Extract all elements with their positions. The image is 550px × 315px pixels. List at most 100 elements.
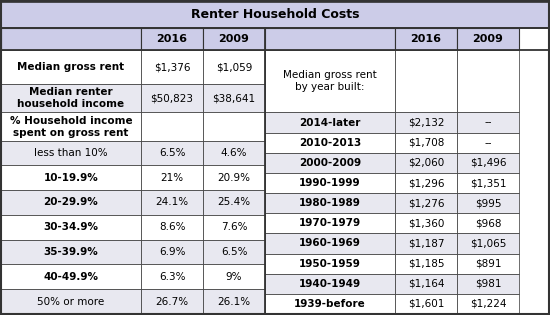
Text: 1939-before: 1939-before [294,299,366,309]
Text: 6.9%: 6.9% [159,247,185,257]
Bar [265,153,395,173]
Bar [141,140,203,165]
Text: $1,601: $1,601 [408,299,444,309]
Text: 2010-2013: 2010-2013 [299,138,361,148]
Text: $38,641: $38,641 [212,94,256,104]
Text: 21%: 21% [161,173,184,183]
Bar [1,50,141,84]
Bar [203,28,265,50]
Text: 1960-1969: 1960-1969 [299,238,361,249]
Bar [265,133,395,153]
Bar [203,215,265,240]
Text: $1,360: $1,360 [408,218,444,228]
Text: 30-34.9%: 30-34.9% [43,222,98,232]
Text: $50,823: $50,823 [151,94,194,104]
Text: 10-19.9%: 10-19.9% [43,173,98,183]
Text: Median renter
household income: Median renter household income [18,88,124,110]
Text: $1,185: $1,185 [408,259,444,269]
Bar [1,84,141,112]
Bar [395,294,457,314]
Text: 8.6%: 8.6% [159,222,185,232]
Text: 2000-2009: 2000-2009 [299,158,361,168]
Text: $891: $891 [475,259,501,269]
Bar [203,289,265,314]
Text: $2,132: $2,132 [408,117,444,128]
Text: $1,376: $1,376 [154,62,190,72]
Text: 20.9%: 20.9% [217,173,250,183]
Bar [141,264,203,289]
Text: --: -- [484,138,492,148]
Bar [457,254,519,274]
Text: $1,276: $1,276 [408,198,444,208]
Text: $1,065: $1,065 [470,238,506,249]
Bar [395,112,457,133]
Text: 6.5%: 6.5% [159,148,185,158]
Bar [203,190,265,215]
Text: 1950-1959: 1950-1959 [299,259,361,269]
Bar [1,215,141,240]
Bar [395,153,457,173]
Text: 4.6%: 4.6% [221,148,248,158]
Text: 2009: 2009 [472,34,503,44]
Text: 2016: 2016 [157,34,188,44]
Bar [265,294,395,314]
Bar [1,289,141,314]
Text: 7.6%: 7.6% [221,222,248,232]
Bar [265,193,395,213]
Text: 2009: 2009 [218,34,250,44]
Bar [203,264,265,289]
Text: $1,224: $1,224 [470,299,506,309]
Text: 6.3%: 6.3% [159,272,185,282]
Bar [265,173,395,193]
Bar [203,240,265,264]
Text: $1,059: $1,059 [216,62,252,72]
Text: $1,187: $1,187 [408,238,444,249]
Bar [141,215,203,240]
Text: Median gross rent: Median gross rent [18,62,124,72]
Bar [203,84,265,112]
Bar [1,28,141,50]
Bar [265,213,395,233]
Bar [395,193,457,213]
Bar [457,50,519,112]
Bar [395,173,457,193]
Text: 40-49.9%: 40-49.9% [43,272,98,282]
Bar [141,28,203,50]
Bar [457,233,519,254]
Bar [1,264,141,289]
Bar [395,233,457,254]
Bar [1,2,549,28]
Bar [1,140,141,165]
Bar [457,193,519,213]
Bar [265,50,395,112]
Text: 1940-1949: 1940-1949 [299,279,361,289]
Text: 9%: 9% [226,272,242,282]
Bar [141,112,203,140]
Text: 2016: 2016 [410,34,442,44]
Bar [265,233,395,254]
Bar [457,274,519,294]
Bar [457,173,519,193]
Bar [203,140,265,165]
Text: 2014-later: 2014-later [299,117,361,128]
Text: 26.1%: 26.1% [217,297,251,306]
Bar [395,133,457,153]
Bar [203,112,265,140]
Text: 6.5%: 6.5% [221,247,248,257]
Bar [1,240,141,264]
Text: 1990-1999: 1990-1999 [299,178,361,188]
Bar [203,50,265,84]
Bar [265,274,395,294]
Text: $1,296: $1,296 [408,178,444,188]
Text: less than 10%: less than 10% [34,148,108,158]
Text: 20-29.9%: 20-29.9% [43,198,98,208]
Bar [141,84,203,112]
Bar [203,165,265,190]
Bar [457,294,519,314]
Bar [141,165,203,190]
Text: Renter Household Costs: Renter Household Costs [191,9,359,21]
Bar [457,213,519,233]
Text: $968: $968 [475,218,501,228]
Text: --: -- [484,117,492,128]
Bar [265,112,395,133]
